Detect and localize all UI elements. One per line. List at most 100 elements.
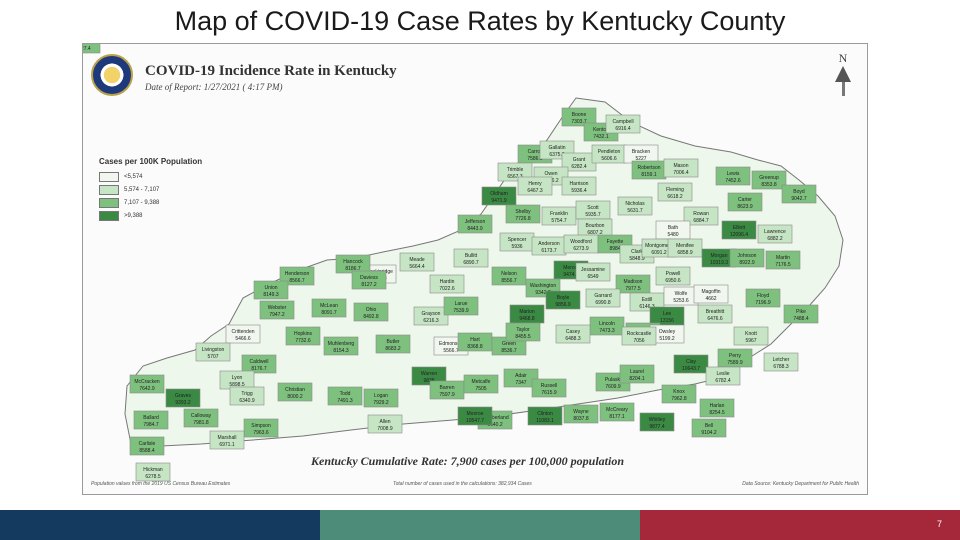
county-name-label: Hopkins (294, 331, 313, 337)
county-name-label: Harlan (710, 403, 725, 409)
county-name-label: Russell (541, 383, 557, 389)
county-name-label: Larue (455, 301, 468, 307)
footnote-population: Population values from the 2019 US Censu… (91, 481, 231, 487)
county-shape (617, 196, 653, 216)
county-rate-label: 8623.9 (737, 204, 753, 210)
county-shape (575, 262, 611, 282)
county-name-label: Mercer (563, 265, 579, 271)
legend-swatch (99, 185, 119, 195)
north-arrow-icon: N (831, 52, 855, 96)
county-name-label: Garrard (594, 293, 611, 299)
county-name-label: Breathitt (706, 309, 725, 315)
county-rate-label: 6567.3 (507, 174, 523, 180)
county-shape (413, 306, 449, 326)
county-name-label: Union (264, 285, 277, 291)
county-name-label: Gallatin (549, 145, 566, 151)
county-name-label: Taylor (516, 327, 530, 333)
county-rate-label: 7586.3 (527, 156, 543, 162)
county-rate-label: 12096.4 (730, 232, 748, 238)
county-shape (751, 170, 787, 190)
county-rate-label: 6971.1 (219, 442, 235, 448)
county-rate-label: 13156 (660, 318, 674, 324)
county-name-label: Campbell (612, 119, 633, 125)
county-rate-label: 5967 (745, 338, 756, 344)
county-shape (259, 300, 295, 320)
county-shape (367, 414, 403, 434)
county-rate-label: 6340.9 (239, 398, 255, 404)
county-name-label: Butler (386, 339, 399, 345)
county-name-label: Crittenden (231, 329, 254, 335)
county-shape (667, 238, 703, 258)
county-name-label: Grayson (422, 311, 441, 317)
county-rate-label: 8091.7 (321, 310, 337, 316)
county-name-label: Green (502, 341, 516, 347)
county-name-label: Rowan (693, 211, 709, 217)
county-rate-label: 6216.3 (423, 318, 439, 324)
county-rate-label: 7929.2 (373, 400, 389, 406)
county-shape (621, 326, 657, 346)
county-name-label: Edmonson (439, 341, 463, 347)
county-name-label: Barren (439, 385, 454, 391)
footnote-total-cases: Total number of cases used in the calcul… (393, 481, 532, 487)
county-name-label: Elliott (733, 225, 746, 231)
county-rate-label: 7022.6 (439, 286, 455, 292)
county-rate-label: 8254.5 (709, 410, 725, 416)
footer-band-navy (0, 510, 320, 540)
county-rate-label: 7491.3 (337, 398, 353, 404)
county-name-label: Knott (745, 331, 757, 337)
county-shape (209, 430, 245, 450)
county-name-label: Ballard (143, 415, 159, 421)
county-rate-label: 6858.9 (677, 250, 693, 256)
county-shape (699, 398, 735, 418)
county-rate-label: 8159.1 (641, 172, 657, 178)
county-name-label: Henderson (285, 271, 310, 277)
county-shape (135, 462, 171, 482)
county-rate-label: 8177.1 (609, 414, 625, 420)
county-rate-label: 7726.8 (515, 216, 531, 222)
county-name-label: Trimble (507, 167, 524, 173)
county-rate-label: 7981.8 (193, 420, 209, 426)
county-shape (655, 266, 691, 286)
footnote-data-source: Data Source: Kentucky Department for Pub… (742, 481, 859, 487)
county-rate-label: 6146.3 (639, 304, 655, 310)
county-shape (657, 182, 693, 202)
county-fulton: Fulton7727.4 (83, 44, 101, 54)
county-rate-label: 8683.2 (385, 346, 401, 352)
county-shape (527, 406, 563, 426)
county-rate-label: 6884.7 (693, 218, 709, 224)
county-rate-label: 8556.7 (501, 278, 517, 284)
county-name-label: Bell (705, 423, 713, 429)
county-shape (663, 158, 699, 178)
county-rate-label: 5253.6 (673, 298, 689, 304)
legend-swatch (99, 198, 119, 208)
county-name-label: Lee (663, 311, 672, 317)
county-rate-label: 8176.7 (251, 366, 267, 372)
county-rate-label: 8640.2 (487, 422, 503, 428)
county-name-label: McCreary (606, 407, 628, 413)
county-name-label: Martin (776, 255, 790, 261)
